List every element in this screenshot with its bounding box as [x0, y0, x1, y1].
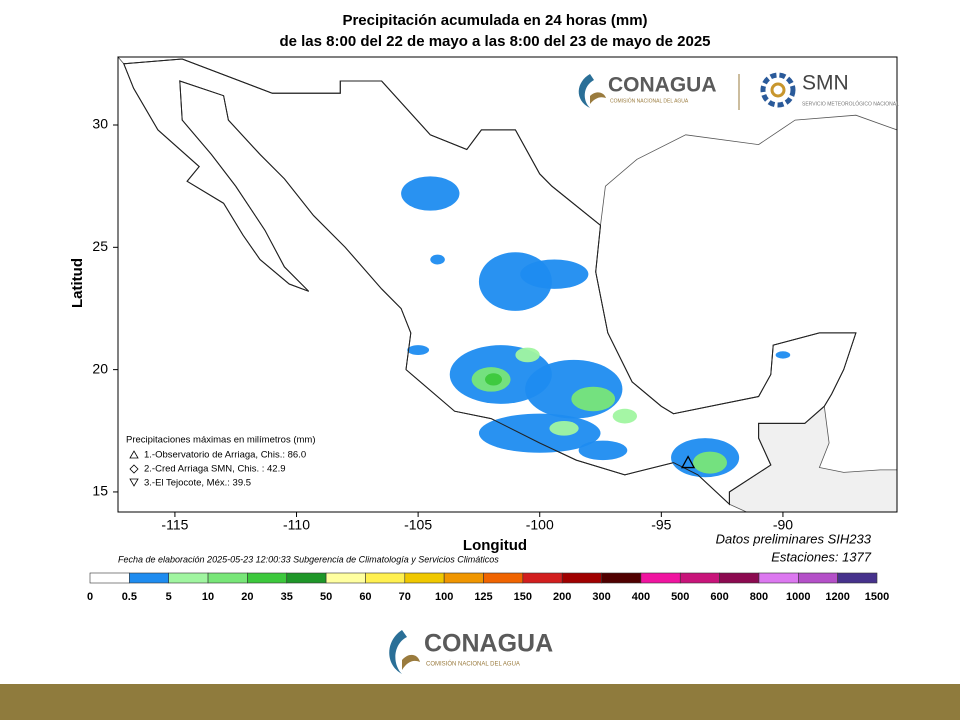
colorbar-label: 1500 — [865, 591, 889, 603]
smn-icon-core — [770, 82, 786, 98]
y-tick-label: 25 — [92, 238, 108, 254]
station-entry: 2.-Cred Arriaga SMN, Chis. : 42.9 — [144, 464, 286, 475]
colorbar-label: 20 — [241, 591, 253, 603]
x-tick-label: -95 — [651, 517, 671, 533]
colorbar-segment — [640, 572, 681, 584]
colorbar-label: 60 — [359, 591, 371, 603]
station-entry: 1.-Observatorio de Arriaga, Chis.: 86.0 — [144, 450, 306, 461]
colorbar-label: 35 — [281, 591, 293, 603]
colorbar-label: 1000 — [786, 591, 810, 603]
mexico-outline — [123, 58, 857, 506]
colorbar-label: 0.5 — [122, 591, 137, 603]
colorbar-label: 5 — [166, 591, 172, 603]
y-tick-label: 15 — [92, 483, 108, 499]
date-note: Fecha de elaboración 2025-05-23 12:00:33… — [118, 554, 499, 564]
colorbar-label: 0 — [87, 591, 93, 603]
x-axis-label: Longitud — [463, 537, 527, 554]
colorbar-segment — [797, 572, 838, 584]
colorbar-label: 70 — [399, 591, 411, 603]
conagua-logo-sub: COMISIÓN NACIONAL DEL AGUA — [426, 661, 520, 668]
colorbar-segment — [168, 572, 209, 584]
logo-footer: CONAGUA COMISIÓN NACIONAL DEL AGUA — [389, 630, 553, 674]
data-note: Datos preliminares SIH233 — [716, 531, 872, 546]
precipitation-area — [485, 373, 503, 386]
colorbar-segment — [365, 572, 406, 584]
colorbar-segment — [483, 572, 524, 584]
colorbar-segment — [207, 572, 248, 584]
colorbar-label: 125 — [474, 591, 492, 603]
precipitation-area — [571, 386, 616, 412]
y-tick-label: 30 — [92, 116, 108, 132]
colorbar-label: 100 — [435, 591, 453, 603]
smn-icon — [760, 72, 796, 108]
title: Precipitación acumulada en 24 horas (mm) — [342, 12, 647, 29]
colorbar-segment — [89, 572, 130, 584]
conagua-icon-bird — [590, 92, 606, 104]
x-tick-label: -110 — [283, 517, 310, 533]
colorbar-label: 150 — [514, 591, 532, 603]
conagua-icon-bird — [402, 654, 420, 670]
x-tick-label: -100 — [526, 517, 554, 533]
colorbar-segment — [247, 572, 288, 584]
map-frame — [117, 56, 898, 513]
station-marker — [680, 455, 696, 469]
station-entry: 3.-El Tejocote, Méx.: 39.5 — [144, 478, 251, 489]
colorbar-segment — [561, 572, 602, 584]
colorbar-label: 600 — [710, 591, 728, 603]
precipitation-area — [407, 345, 430, 355]
logo-header: CONAGUA COMISIÓN NACIONAL DEL AGUA SMN S… — [578, 72, 899, 110]
smn-logo-sub: SERVICIO METEOROLÓGICO NACIONAL — [802, 100, 899, 107]
precipitation-area — [612, 408, 638, 424]
conagua-logo-text: CONAGUA — [608, 74, 717, 97]
y-tick-label: 20 — [92, 360, 108, 376]
inverted-triangle-symbol — [129, 478, 139, 487]
x-tick-label: -115 — [161, 517, 188, 533]
colorbar-segment — [325, 572, 366, 584]
precipitation-area — [401, 176, 460, 211]
precipitation-area — [520, 259, 589, 289]
colorbar-segment — [404, 572, 445, 584]
colorbar-segment — [443, 572, 484, 584]
colorbar-label: 50 — [320, 591, 332, 603]
conagua-logo-sub: COMISIÓN NACIONAL DEL AGUA — [610, 97, 689, 104]
colorbar-segment — [719, 572, 760, 584]
triangle-symbol — [129, 450, 139, 459]
precipitation-area — [515, 347, 540, 363]
map — [117, 56, 898, 513]
x-tick-label: -90 — [773, 517, 793, 533]
colorbar-segment — [129, 572, 170, 584]
stations-title: Precipitaciones máximas en milímetros (m… — [126, 435, 316, 446]
precipitation-area — [549, 421, 579, 436]
colorbar-label: 10 — [202, 591, 214, 603]
colorbar-label: 800 — [750, 591, 768, 603]
precipitation-area — [430, 254, 445, 265]
precipitation-area — [578, 440, 628, 461]
colorbar-segment — [679, 572, 720, 584]
precipitation-area — [692, 451, 727, 474]
precipitation-area — [525, 359, 623, 419]
subtitle: de las 8:00 del 22 de mayo a las 8:00 de… — [279, 33, 710, 50]
stations-note: Estaciones: 1377 — [771, 549, 872, 564]
colorbar-segment — [837, 572, 878, 584]
colorbar-label: 200 — [553, 591, 571, 603]
colorbar-label: 300 — [592, 591, 610, 603]
footer-band — [0, 684, 960, 720]
colorbar-segment — [286, 572, 327, 584]
x-tick-label: -105 — [404, 517, 432, 533]
colorbar-label: 400 — [632, 591, 650, 603]
colorbar-label: 1200 — [825, 591, 849, 603]
precipitation-area — [775, 351, 791, 359]
colorbar: 0 0.5 5 10 20 35 50 60 70 100 125 150 200 300 400 500 60… — [87, 572, 889, 603]
y-axis-label: Latitud — [69, 258, 86, 308]
colorbar-segment — [601, 572, 642, 584]
colorbar-segment — [758, 572, 799, 584]
colorbar-segment — [522, 572, 563, 584]
diamond-symbol — [129, 464, 139, 474]
conagua-icon — [578, 74, 594, 108]
smn-logo-text: SMN — [802, 72, 849, 95]
colorbar-label: 500 — [671, 591, 689, 603]
conagua-icon — [389, 630, 407, 674]
conagua-logo-text: CONAGUA — [424, 630, 553, 658]
